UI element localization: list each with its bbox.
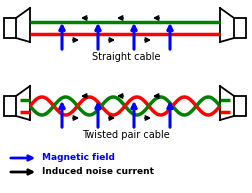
- Text: Twisted pair cable: Twisted pair cable: [82, 130, 169, 140]
- Bar: [233, 18, 245, 38]
- Text: Induced noise current: Induced noise current: [42, 168, 153, 177]
- Bar: [233, 96, 245, 116]
- Text: Magnetic field: Magnetic field: [42, 153, 114, 163]
- Text: Straight cable: Straight cable: [91, 52, 160, 62]
- Bar: [4, 18, 16, 38]
- Bar: [4, 96, 16, 116]
